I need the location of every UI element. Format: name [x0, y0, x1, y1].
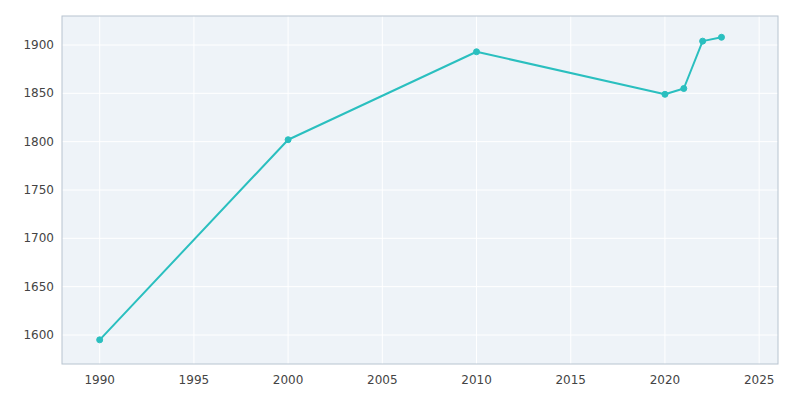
- x-tick-label: 2000: [273, 373, 304, 387]
- y-grid-line: [62, 335, 778, 336]
- point: [662, 91, 668, 97]
- tick-labels: 1990 1995 2000 2005 2010 2015 2020 2025 1600 1650…: [23, 38, 774, 387]
- x-tick-label: 1995: [179, 373, 210, 387]
- grid: [62, 16, 778, 364]
- y-grid-line: [62, 190, 778, 191]
- x-tick-label: 1990: [84, 373, 115, 387]
- chart: 1990 1995 2000 2005 2010 2015 2020 2025 1600 1650…: [0, 0, 800, 400]
- chart-container: 1990 1995 2000 2005 2010 2015 2020 2025 1600 1650…: [0, 0, 800, 400]
- x-tick-label: 2025: [744, 373, 775, 387]
- point: [681, 86, 687, 92]
- point: [285, 137, 291, 143]
- series: [97, 34, 725, 343]
- y-grid-line: [62, 45, 778, 46]
- plot-frame: [62, 16, 778, 364]
- point: [474, 49, 480, 55]
- y-tick-label: 1600: [23, 328, 54, 342]
- y-tick-label: 1650: [23, 280, 54, 294]
- y-tick-label: 1850: [23, 86, 54, 100]
- y-grid-line: [62, 141, 778, 142]
- x-tick-label: 2015: [555, 373, 586, 387]
- point: [97, 337, 103, 343]
- y-tick-label: 1700: [23, 231, 54, 245]
- x-tick-label: 2020: [650, 373, 681, 387]
- y-grid-line: [62, 238, 778, 239]
- point: [718, 34, 724, 40]
- plot-background: [62, 16, 778, 364]
- x-tick-label: 2010: [461, 373, 492, 387]
- line: [100, 37, 722, 340]
- point: [700, 38, 706, 44]
- x-tick-label: 2005: [367, 373, 398, 387]
- y-grid-line: [62, 286, 778, 287]
- y-tick-label: 1900: [23, 38, 54, 52]
- y-tick-label: 1800: [23, 135, 54, 149]
- y-tick-label: 1750: [23, 183, 54, 197]
